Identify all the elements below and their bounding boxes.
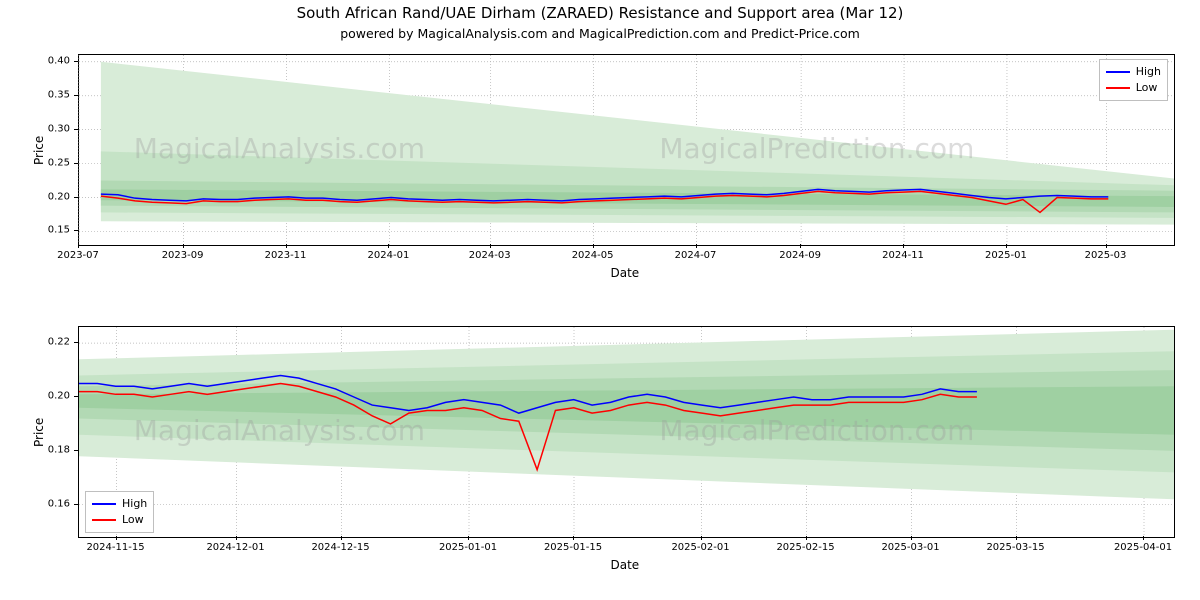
y-axis-label-bottom: Price: [32, 418, 46, 447]
y-tick-label: 0.20: [30, 191, 70, 202]
legend-swatch-low: [92, 519, 116, 521]
x-tick-label: 2023-09: [162, 250, 204, 261]
x-tick-label: 2025-03: [1085, 250, 1127, 261]
y-tick-label: 0.25: [30, 157, 70, 168]
x-axis-label-top: Date: [611, 266, 640, 280]
x-tick-label: 2024-12-01: [206, 542, 264, 553]
x-tick-label: 2025-02-15: [776, 542, 834, 553]
x-tick-label: 2024-09: [779, 250, 821, 261]
x-tick-label: 2023-11: [265, 250, 307, 261]
top-chart-svg: [79, 55, 1174, 245]
x-tick-label: 2024-12-15: [311, 542, 369, 553]
legend-item: High: [92, 496, 147, 512]
y-tick-label: 0.35: [30, 89, 70, 100]
legend-swatch-high: [92, 503, 116, 505]
legend-label: High: [122, 496, 147, 512]
y-tick-label: 0.16: [30, 498, 70, 509]
x-tick-label: 2025-01-15: [544, 542, 602, 553]
legend-label: Low: [122, 512, 144, 528]
y-tick-label: 0.18: [30, 444, 70, 455]
x-axis-label-bottom: Date: [611, 558, 640, 572]
x-tick-label: 2025-03-01: [881, 542, 939, 553]
x-tick-label: 2024-11: [882, 250, 924, 261]
legend-label: Low: [1136, 80, 1158, 96]
legend-swatch-low: [1106, 87, 1130, 89]
x-tick-label: 2025-02-01: [671, 542, 729, 553]
x-tick-label: 2024-07: [675, 250, 717, 261]
y-tick-label: 0.40: [30, 55, 70, 66]
figure: South African Rand/UAE Dirham (ZARAED) R…: [0, 0, 1200, 600]
y-tick-label: 0.30: [30, 123, 70, 134]
chart-subtitle: powered by MagicalAnalysis.com and Magic…: [0, 26, 1200, 41]
y-tick-label: 0.20: [30, 391, 70, 402]
x-tick-label: 2024-01: [368, 250, 410, 261]
legend-bottom: High Low: [85, 491, 154, 533]
x-tick-label: 2023-07: [57, 250, 99, 261]
legend-item: High: [1106, 64, 1161, 80]
legend-top: High Low: [1099, 59, 1168, 101]
legend-item: Low: [1106, 80, 1161, 96]
legend-swatch-high: [1106, 71, 1130, 73]
bottom-chart-panel: MagicalAnalysis.com MagicalPrediction.co…: [78, 326, 1175, 538]
x-tick-label: 2025-03-15: [986, 542, 1044, 553]
y-tick-label: 0.15: [30, 225, 70, 236]
x-tick-label: 2024-03: [469, 250, 511, 261]
x-tick-label: 2024-05: [572, 250, 614, 261]
x-tick-label: 2025-01-01: [439, 542, 497, 553]
x-tick-label: 2024-11-15: [86, 542, 144, 553]
bottom-chart-svg: [79, 327, 1174, 537]
chart-title: South African Rand/UAE Dirham (ZARAED) R…: [0, 4, 1200, 22]
legend-label: High: [1136, 64, 1161, 80]
y-tick-label: 0.22: [30, 337, 70, 348]
top-chart-panel: MagicalAnalysis.com MagicalPrediction.co…: [78, 54, 1175, 246]
x-tick-label: 2025-04-01: [1114, 542, 1172, 553]
legend-item: Low: [92, 512, 147, 528]
x-tick-label: 2025-01: [985, 250, 1027, 261]
